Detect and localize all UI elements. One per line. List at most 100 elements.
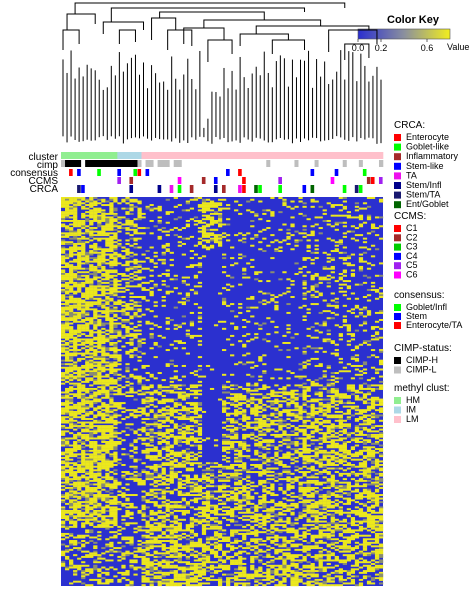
- cluster-segment: [61, 152, 118, 159]
- heatmap-cell: [129, 245, 133, 247]
- heatmap-cell: [343, 225, 347, 227]
- heatmap-cell: [250, 390, 254, 392]
- heatmap-cell: [242, 234, 246, 236]
- heatmap-cell: [379, 225, 383, 227]
- heatmap-cell: [258, 393, 262, 395]
- heatmap-cell: [133, 296, 137, 298]
- heatmap-cell: [327, 464, 331, 466]
- heatmap-cell: [65, 232, 69, 234]
- heatmap-cell: [198, 307, 202, 309]
- heatmap-cell: [186, 439, 190, 441]
- heatmap-cell: [170, 475, 174, 477]
- heatmap-cell: [339, 252, 343, 254]
- heatmap-cell: [117, 262, 121, 264]
- heatmap-cell: [359, 224, 363, 226]
- heatmap-cell: [129, 351, 133, 353]
- heatmap-cell: [222, 473, 226, 475]
- heatmap-cell: [178, 402, 182, 404]
- heatmap-cell: [226, 305, 230, 307]
- heatmap-cell: [117, 393, 121, 395]
- heatmap-cell: [81, 310, 85, 312]
- heatmap-cell: [150, 430, 154, 432]
- heatmap-cell: [218, 238, 222, 240]
- heatmap-cell: [109, 432, 113, 434]
- heatmap-cell: [69, 397, 73, 399]
- heatmap-cell: [117, 227, 121, 229]
- heatmap-cell: [170, 429, 174, 431]
- heatmap-cell: [290, 395, 294, 397]
- heatmap-cell: [250, 266, 254, 268]
- heatmap-cell: [154, 252, 158, 254]
- heatmap-cell: [105, 446, 109, 448]
- heatmap-cell: [307, 271, 311, 273]
- heatmap-cell: [278, 247, 282, 249]
- heatmap-cell: [178, 388, 182, 390]
- heatmap-cell: [121, 312, 125, 314]
- heatmap-cell: [294, 469, 298, 471]
- heatmap-cell: [339, 278, 343, 280]
- heatmap-cell: [97, 372, 101, 374]
- heatmap-cell: [298, 476, 302, 478]
- heatmap-cell: [375, 464, 379, 466]
- heatmap-cell: [150, 259, 154, 261]
- heatmap-cell: [105, 224, 109, 226]
- heatmap-cell: [154, 418, 158, 420]
- heatmap-cell: [73, 331, 77, 333]
- heatmap-cell: [355, 434, 359, 436]
- heatmap-cell: [351, 439, 355, 441]
- heatmap-cell: [174, 409, 178, 411]
- heatmap-cell: [170, 480, 174, 482]
- heatmap-cell: [133, 238, 137, 240]
- heatmap-cell: [363, 455, 367, 457]
- heatmap-cell: [89, 229, 93, 231]
- heatmap-cell: [113, 374, 117, 376]
- heatmap-cell: [319, 409, 323, 411]
- heatmap-cell: [290, 224, 294, 226]
- dendrogram-link: [67, 14, 95, 30]
- heatmap-cell: [238, 340, 242, 342]
- heatmap-cell: [186, 452, 190, 454]
- heatmap-cell: [226, 402, 230, 404]
- heatmap-cell: [125, 384, 129, 386]
- heatmap-cell: [89, 224, 93, 226]
- heatmap-cell: [174, 436, 178, 438]
- heatmap-cell: [69, 231, 73, 233]
- heatmap-cell: [73, 406, 77, 408]
- heatmap-cell: [69, 416, 73, 418]
- heatmap-cell: [109, 204, 113, 206]
- heatmap-cell: [363, 369, 367, 371]
- heatmap-cell: [81, 414, 85, 416]
- heatmap-cell: [61, 376, 65, 378]
- heatmap-cell: [61, 298, 65, 300]
- heatmap-cell: [69, 220, 73, 222]
- heatmap-cell: [286, 287, 290, 289]
- heatmap-cell: [65, 404, 69, 406]
- heatmap-cell: [246, 423, 250, 425]
- heatmap-cell: [190, 416, 194, 418]
- heatmap-cell: [270, 213, 274, 215]
- heatmap-cell: [347, 264, 351, 266]
- heatmap-cell: [146, 268, 150, 270]
- heatmap-cell: [162, 254, 166, 256]
- heatmap-cell: [343, 469, 347, 471]
- heatmap-cell: [367, 197, 371, 199]
- heatmap-cell: [250, 225, 254, 227]
- heatmap-cell: [117, 441, 121, 443]
- heatmap-cell: [254, 236, 258, 238]
- heatmap-cell: [170, 469, 174, 471]
- heatmap-cell: [238, 455, 242, 457]
- heatmap-cell: [347, 425, 351, 427]
- heatmap-cell: [158, 326, 162, 328]
- heatmap-cell: [347, 432, 351, 434]
- heatmap-cell: [69, 224, 73, 226]
- heatmap-cell: [214, 213, 218, 215]
- heatmap-cell: [250, 211, 254, 213]
- heatmap-cell: [286, 236, 290, 238]
- heatmap-cell: [93, 459, 97, 461]
- dendrogram-link: [103, 22, 143, 34]
- heatmap-cell: [363, 441, 367, 443]
- heatmap-cell: [331, 204, 335, 206]
- heatmap-cell: [303, 392, 307, 394]
- heatmap-cell: [371, 414, 375, 416]
- heatmap-cell: [89, 411, 93, 413]
